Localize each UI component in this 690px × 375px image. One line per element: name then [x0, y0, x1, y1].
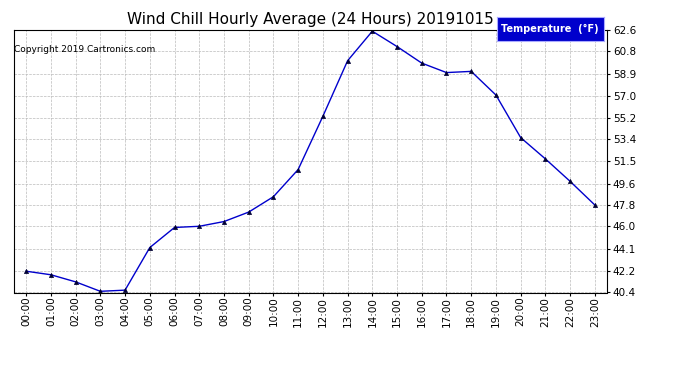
Title: Wind Chill Hourly Average (24 Hours) 20191015: Wind Chill Hourly Average (24 Hours) 201… [127, 12, 494, 27]
Text: Copyright 2019 Cartronics.com: Copyright 2019 Cartronics.com [14, 45, 155, 54]
Text: Temperature  (°F): Temperature (°F) [502, 24, 599, 34]
